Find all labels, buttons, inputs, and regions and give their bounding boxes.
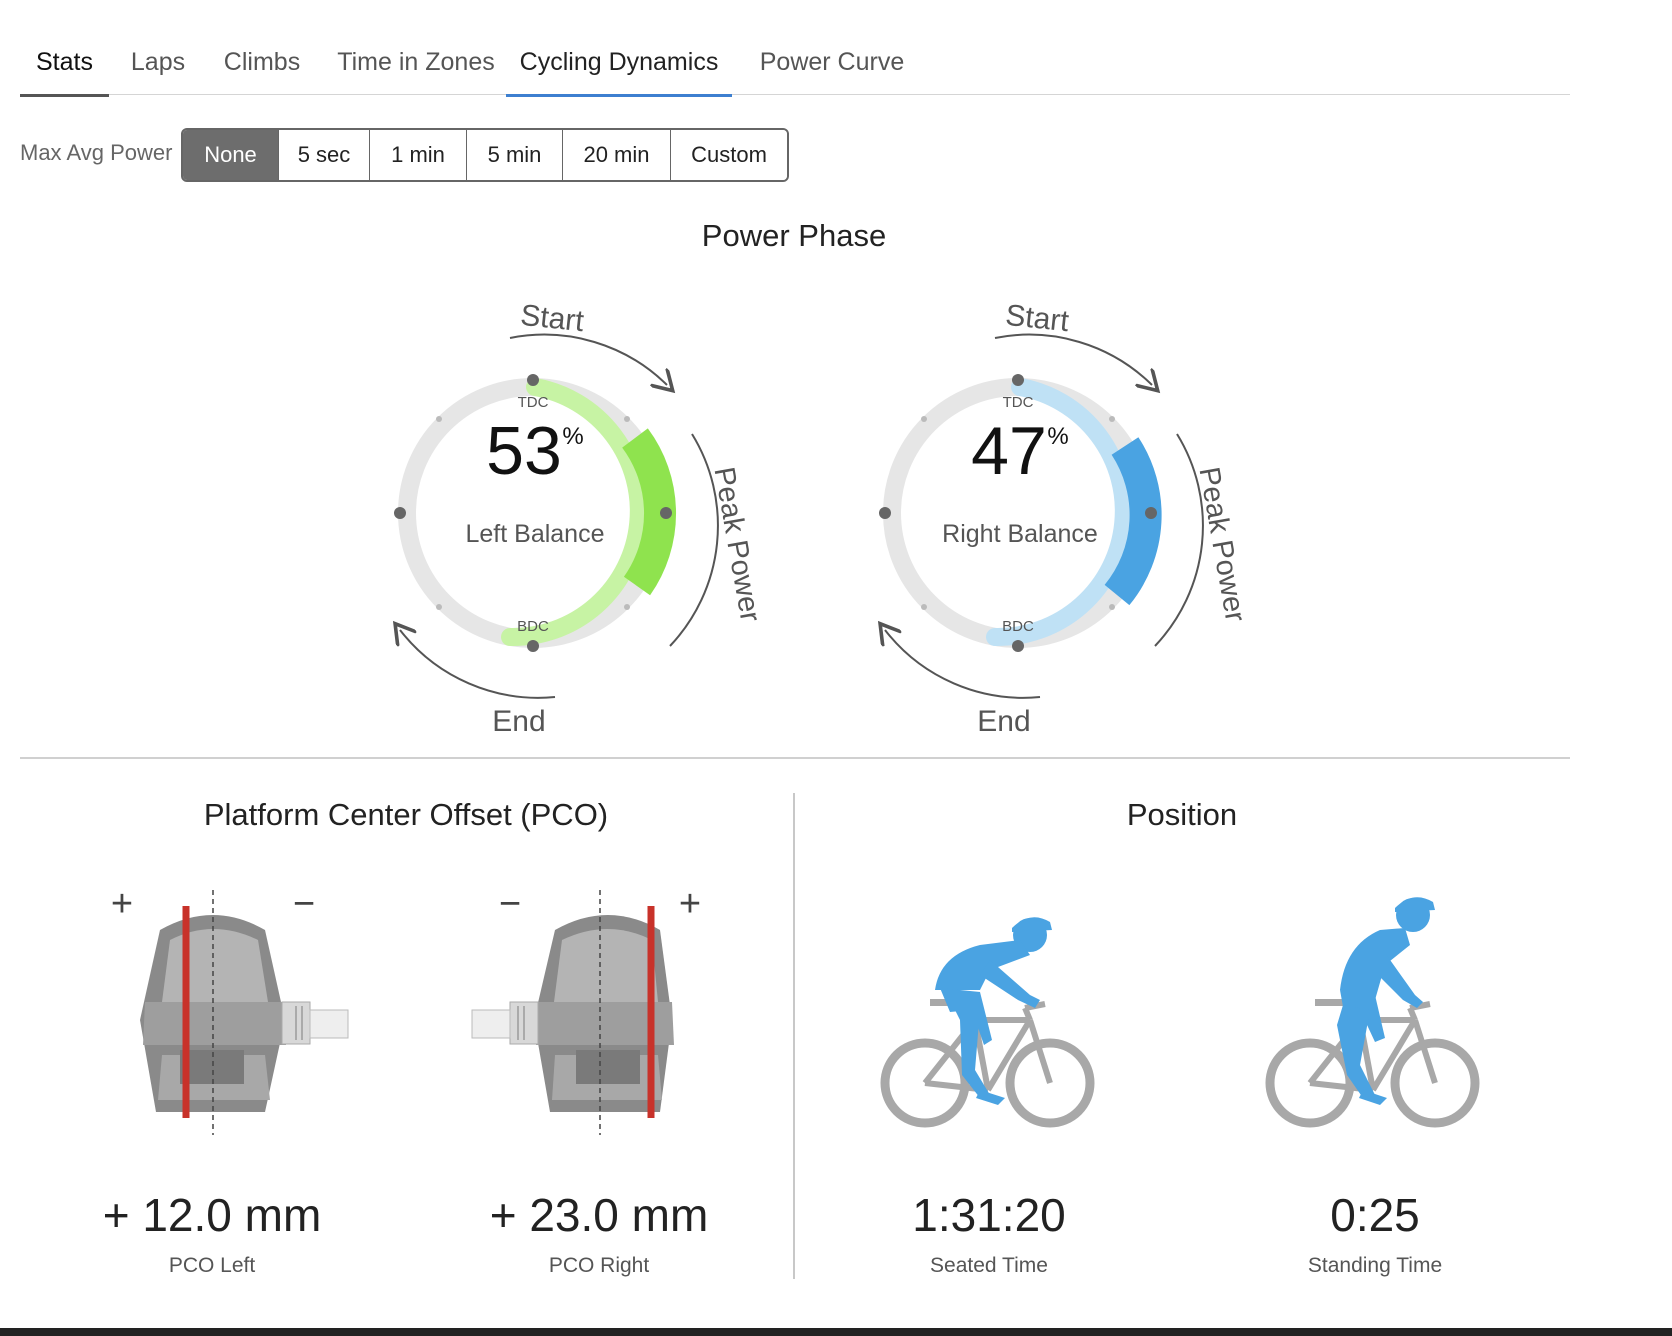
- standing-time-value: 0:25: [1330, 1189, 1420, 1241]
- max-avg-power-selector: None 5 sec 1 min 5 min 20 min Custom: [181, 128, 789, 182]
- bdc-dot: [1012, 640, 1024, 652]
- plus-sign: +: [111, 883, 133, 925]
- balance-value: 47: [971, 413, 1047, 489]
- pco-right-metric: + 23.0 mm PCO Right: [490, 1190, 709, 1278]
- end-label: End: [492, 705, 545, 738]
- end-arrow: [885, 630, 1041, 699]
- pco-left-value: + 12.0 mm: [102, 1189, 322, 1241]
- pco-left-pedal: + −: [111, 883, 349, 1135]
- bottom-edge-bar: [0, 1328, 1672, 1336]
- section-divider: [20, 757, 1570, 759]
- seated-rider-icon: [880, 917, 1095, 1128]
- pco-right-value: + 23.0 mm: [489, 1189, 709, 1241]
- bdc-label: BDC: [517, 618, 549, 635]
- option-20-min-button[interactable]: 20 min: [562, 130, 670, 180]
- minor-dot: [921, 416, 927, 422]
- minor-dot: [436, 416, 442, 422]
- option-5-sec-button[interactable]: 5 sec: [278, 130, 369, 180]
- left-power-phase-dial: Start End Peak Power TDC BDC 53 % Left B…: [340, 299, 766, 738]
- option-none-button[interactable]: None: [183, 130, 278, 180]
- tdc-label: TDC: [1003, 394, 1034, 411]
- max-avg-power-label: Max Avg Power: [20, 140, 173, 165]
- end-label: End: [977, 705, 1030, 738]
- seated-time-value: 1:31:20: [912, 1189, 1066, 1241]
- tab-bar: Stats Laps Climbs Time in Zones Cycling …: [20, 38, 1570, 97]
- left-dot: [394, 507, 406, 519]
- pco-right-label: PCO Right: [548, 1254, 650, 1277]
- standing-time-label: Standing Time: [1307, 1254, 1443, 1277]
- pedal-icon: [471, 915, 674, 1112]
- option-5-min-button[interactable]: 5 min: [466, 130, 562, 180]
- pco-left-metric: + 12.0 mm PCO Left: [103, 1190, 322, 1278]
- right-power-phase-dial: Start End Peak Power TDC BDC 47 % Right …: [825, 299, 1251, 738]
- bdc-label: BDC: [1002, 618, 1034, 635]
- seated-time-label: Seated Time: [930, 1254, 1048, 1277]
- start-arrow: [994, 333, 1152, 385]
- minus-sign: −: [293, 883, 315, 925]
- balance-label: Right Balance: [942, 520, 1098, 548]
- left-dot: [879, 507, 891, 519]
- tab-power-curve[interactable]: Power Curve: [759, 48, 905, 76]
- pedal-icon: [140, 915, 349, 1112]
- option-custom-button[interactable]: Custom: [670, 130, 787, 180]
- tab-time-in-zones[interactable]: Time in Zones: [337, 48, 495, 76]
- minor-dot: [1109, 416, 1115, 422]
- minor-dot: [1109, 604, 1115, 610]
- power-phase-arc: [986, 378, 1133, 647]
- start-label: Start: [519, 299, 586, 339]
- bdc-dot: [527, 640, 539, 652]
- tab-climbs[interactable]: Climbs: [223, 48, 301, 76]
- pco-title: Platform Center Offset (PCO): [203, 797, 609, 832]
- tab-cycling-dynamics[interactable]: Cycling Dynamics: [506, 48, 732, 97]
- balance-value: 53: [486, 413, 562, 489]
- plus-sign: +: [679, 883, 701, 925]
- right-dot: [1145, 507, 1157, 519]
- standing-time-metric: 0:25 Standing Time: [1308, 1190, 1442, 1278]
- end-arrow: [400, 630, 556, 699]
- start-arrow: [509, 333, 667, 385]
- pco-right-pedal: − +: [471, 883, 701, 1135]
- tab-stats[interactable]: Stats: [20, 48, 109, 97]
- minor-dot: [921, 604, 927, 610]
- power-phase-arc: [501, 378, 648, 647]
- peak-power-arc: [1104, 437, 1162, 606]
- seated-time-metric: 1:31:20 Seated Time: [912, 1190, 1065, 1278]
- pco-left-label: PCO Left: [168, 1254, 256, 1277]
- right-dot: [660, 507, 672, 519]
- column-divider: [793, 793, 795, 1279]
- peak-power-bracket: [1154, 433, 1204, 647]
- power-phase-title: Power Phase: [701, 218, 887, 253]
- start-label: Start: [1004, 299, 1071, 339]
- standing-rider-icon: [1265, 897, 1480, 1128]
- tdc-label: TDC: [518, 394, 549, 411]
- minus-sign: −: [499, 883, 521, 925]
- balance-unit: %: [562, 423, 583, 450]
- peak-power-arc: [621, 428, 676, 596]
- tab-laps[interactable]: Laps: [130, 48, 186, 76]
- minor-dot: [624, 416, 630, 422]
- minor-dot: [436, 604, 442, 610]
- position-title: Position: [1126, 797, 1238, 832]
- peak-power-bracket: [669, 433, 719, 647]
- tdc-dot: [527, 374, 539, 386]
- balance-label: Left Balance: [466, 520, 605, 548]
- option-1-min-button[interactable]: 1 min: [369, 130, 466, 180]
- minor-dot: [624, 604, 630, 610]
- tdc-dot: [1012, 374, 1024, 386]
- balance-unit: %: [1047, 423, 1068, 450]
